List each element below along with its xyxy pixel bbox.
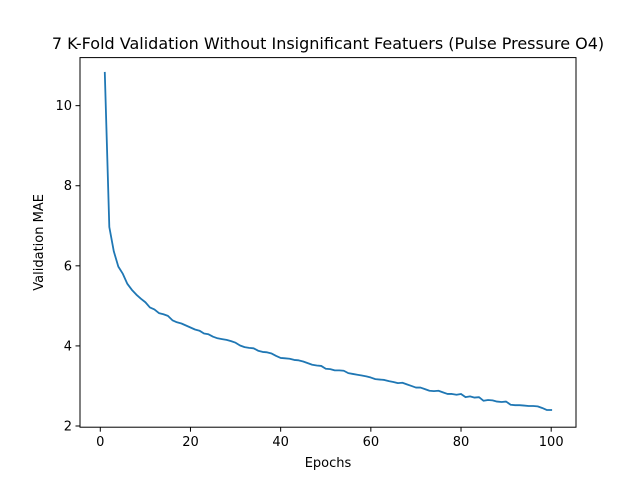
x-tick-label: 100 (539, 435, 564, 450)
chart-title: 7 K-Fold Validation Without Insignifican… (52, 34, 604, 53)
plot-frame (79, 57, 577, 428)
series-line (103, 71, 553, 411)
y-tick-label: 6 (64, 259, 72, 274)
y-tick-label: 4 (64, 339, 72, 354)
y-tick-label: 2 (64, 419, 72, 434)
y-tick-label: 10 (55, 99, 72, 114)
x-tick-label: 80 (453, 435, 470, 450)
y-axis-label: Validation MAE (32, 194, 47, 291)
x-tick-label: 40 (272, 435, 289, 450)
x-axis-label: Epochs (305, 456, 352, 471)
y-tick-label: 8 (64, 179, 72, 194)
x-tick-label: 60 (363, 435, 380, 450)
x-tick-label: 0 (96, 435, 104, 450)
x-tick-label: 20 (182, 435, 199, 450)
